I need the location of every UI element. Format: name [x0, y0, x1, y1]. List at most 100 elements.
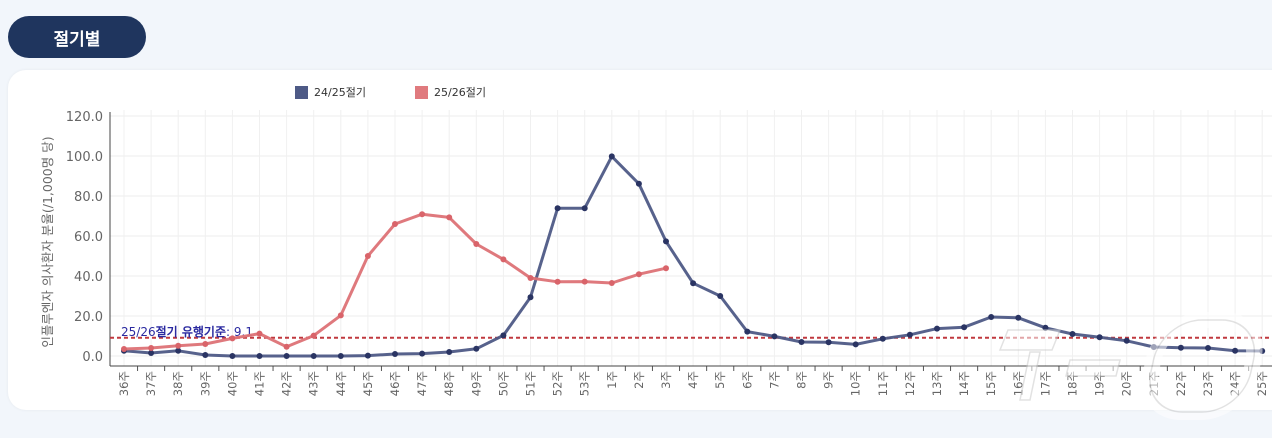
x-tick-label: 12주 — [903, 371, 917, 396]
data-point — [744, 328, 751, 335]
x-tick-label: 36주 — [117, 371, 131, 396]
tab-by-season[interactable]: 절기별 — [8, 16, 146, 58]
data-point — [825, 339, 832, 346]
data-point — [175, 347, 182, 354]
x-tick-label: 6주 — [740, 371, 754, 389]
x-tick-label: 13주 — [930, 371, 944, 396]
x-tick-label: 4주 — [686, 371, 700, 389]
data-point — [1177, 344, 1184, 351]
data-point — [148, 345, 155, 351]
legend-label: 24/25절기 — [314, 86, 366, 99]
data-point — [419, 211, 426, 218]
data-point — [663, 265, 669, 272]
data-point — [1123, 337, 1130, 344]
data-point — [554, 205, 561, 212]
data-point — [581, 278, 588, 285]
data-point — [635, 180, 642, 187]
data-point — [337, 353, 344, 359]
data-point — [202, 352, 209, 358]
y-tick-label: 80.0 — [74, 190, 103, 205]
data-point — [852, 341, 859, 348]
legend-swatch — [415, 85, 428, 99]
x-tick-label: 50주 — [496, 371, 510, 396]
data-point — [635, 271, 642, 278]
x-tick-label: 45주 — [361, 371, 375, 396]
data-point — [310, 353, 317, 359]
data-point — [202, 341, 209, 347]
x-tick-label: 1주 — [605, 371, 619, 389]
x-tick-label: 19주 — [1093, 371, 1107, 396]
x-tick-label: 18주 — [1066, 371, 1080, 396]
watermark-ring-outline — [1149, 319, 1256, 413]
data-point — [690, 280, 697, 287]
x-tick-label: 47주 — [415, 371, 429, 396]
data-point — [581, 205, 588, 212]
data-point — [500, 256, 507, 263]
data-point — [906, 331, 913, 338]
x-tick-label: 46주 — [388, 371, 402, 396]
data-point — [392, 221, 398, 227]
data-point — [1205, 345, 1211, 351]
x-tick-label: 38주 — [171, 371, 185, 396]
x-tick-label: 11주 — [876, 371, 890, 396]
data-point — [554, 278, 561, 285]
data-point — [229, 335, 236, 342]
data-point — [1232, 347, 1239, 354]
data-point — [717, 293, 724, 299]
data-point — [608, 153, 615, 160]
x-tick-label: 22주 — [1174, 371, 1188, 396]
legend-label: 25/26절기 — [434, 86, 486, 99]
x-tick-label: 23주 — [1201, 371, 1215, 396]
data-point — [446, 349, 453, 355]
x-tick-label: 3주 — [659, 371, 673, 389]
data-point — [608, 280, 615, 286]
data-point — [256, 330, 263, 337]
legend-item-2425[interactable]: 24/25절기 — [295, 84, 366, 100]
data-point — [1015, 314, 1022, 321]
data-point — [879, 335, 886, 342]
y-tick-label: 20.0 — [74, 310, 103, 325]
watermark-shape — [1019, 351, 1041, 401]
x-tick-label: 42주 — [280, 371, 294, 396]
watermark-logo — [998, 312, 1263, 420]
data-point — [148, 350, 155, 356]
x-tick-label: 8주 — [795, 371, 809, 389]
x-tick-label: 41주 — [253, 371, 267, 396]
chart-card — [8, 70, 1272, 410]
series-1 — [121, 211, 669, 352]
x-tick-label: 2주 — [632, 371, 646, 389]
legend-item-2526[interactable]: 25/26절기 — [415, 84, 486, 100]
x-tick-label: 15주 — [984, 371, 998, 396]
data-point — [500, 332, 507, 339]
data-point — [121, 346, 127, 352]
data-point — [988, 314, 995, 320]
data-point — [527, 275, 534, 281]
x-tick-label: 48주 — [442, 371, 456, 396]
data-point — [961, 324, 968, 331]
data-point — [663, 238, 669, 245]
data-point — [392, 351, 398, 357]
x-tick-label: 49주 — [469, 371, 483, 396]
y-tick-label: 100.0 — [66, 150, 103, 165]
data-point — [527, 294, 534, 301]
x-tick-label: 40주 — [225, 371, 239, 396]
data-point — [473, 241, 480, 247]
data-point — [934, 325, 940, 332]
data-point — [337, 312, 344, 319]
data-point — [283, 343, 290, 350]
x-tick-label: 7주 — [767, 371, 781, 389]
x-tick-label: 9주 — [822, 371, 836, 389]
data-point — [473, 345, 480, 352]
series-0 — [121, 153, 1266, 359]
data-point — [175, 342, 182, 349]
x-tick-label: 39주 — [198, 371, 212, 396]
data-point — [1096, 334, 1103, 341]
data-point — [419, 350, 426, 357]
x-tick-label: 20주 — [1120, 371, 1134, 396]
x-tick-label: 51주 — [524, 371, 538, 396]
x-tick-label: 25주 — [1255, 371, 1269, 396]
data-point — [771, 333, 778, 340]
x-tick-label: 53주 — [578, 371, 592, 396]
data-point — [310, 332, 317, 339]
